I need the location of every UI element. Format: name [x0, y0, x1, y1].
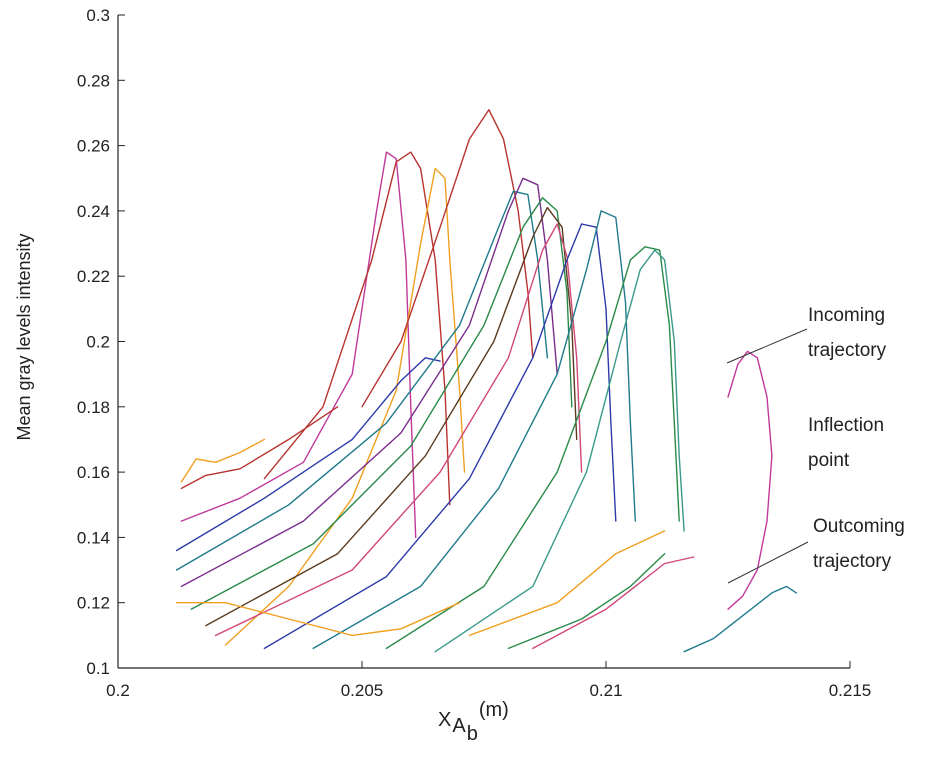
annotation-incoming-line1: Incoming: [808, 305, 885, 326]
annotation-outcoming-line2: trajectory: [813, 551, 892, 572]
y-tick-label: 0.24: [77, 202, 110, 221]
series-line-13: [385, 246, 680, 650]
series-line-6: [175, 190, 549, 571]
series-line-16: [180, 438, 266, 483]
series-line-5: [175, 357, 441, 552]
incoming-pointer: [726, 328, 808, 364]
series-line-22: [683, 585, 797, 653]
series-line-15: [175, 602, 461, 637]
y-tick-label: 0.16: [77, 463, 110, 482]
series-line-9: [205, 206, 578, 627]
x-axis-title-sub1: A: [452, 715, 466, 737]
y-tick-label: 0.1: [86, 659, 110, 678]
series-line-14: [434, 249, 685, 653]
series-line-17: [180, 406, 339, 490]
series-line-19: [468, 530, 666, 637]
x-axis-title-unit: (m): [479, 699, 509, 721]
series-line-2: [263, 151, 451, 506]
series-line-10: [214, 223, 583, 637]
annotation-inflection-line2: point: [808, 450, 850, 471]
y-tick-label: 0.2: [86, 333, 110, 352]
y-tick-label: 0.18: [77, 398, 110, 417]
axes: [117, 15, 850, 669]
y-tick-label: 0.3: [86, 6, 110, 25]
y-axis-title: Mean gray levels intensity: [14, 233, 34, 440]
annotation-inflection-line1: Inflection: [808, 415, 884, 436]
series-line-1: [180, 151, 417, 539]
series-line-20: [532, 556, 695, 650]
x-tick-label: 0.2: [106, 681, 130, 700]
series-line-3: [224, 167, 466, 646]
x-axis-title-sub2: b: [467, 723, 478, 745]
x-tick-label: 0.215: [829, 681, 872, 700]
series-line-12: [312, 210, 636, 650]
x-axis-title-main: X: [438, 709, 451, 731]
y-tick-label: 0.14: [77, 528, 110, 547]
series-line-4: [361, 109, 534, 408]
x-ticks: 0.2 0.205 0.21 0.215: [106, 661, 871, 700]
y-tick-label: 0.12: [77, 594, 110, 613]
series-group: [175, 109, 797, 653]
y-ticks: 0.1 0.12 0.14 0.16 0.18 0.2 0.22 0.24 0.26 0.28 0.…: [77, 6, 125, 678]
x-axis-title: XAb(m): [438, 699, 509, 745]
series-line-11: [263, 223, 617, 650]
y-tick-label: 0.22: [77, 267, 110, 286]
series-line-21: [727, 350, 773, 610]
outcoming-pointer: [727, 541, 809, 584]
y-tick-label: 0.28: [77, 71, 110, 90]
series-line-7: [180, 177, 558, 588]
annotation-incoming-line2: trajectory: [808, 340, 887, 361]
annotation-outcoming-line1: Outcoming: [813, 516, 905, 537]
series-line-18: [507, 553, 666, 650]
x-tick-label: 0.205: [341, 681, 384, 700]
y-tick-label: 0.26: [77, 137, 110, 156]
x-tick-label: 0.21: [589, 681, 622, 700]
annotations: Incoming trajectory Inflection point Out…: [726, 305, 905, 584]
series-line-8: [190, 197, 573, 610]
